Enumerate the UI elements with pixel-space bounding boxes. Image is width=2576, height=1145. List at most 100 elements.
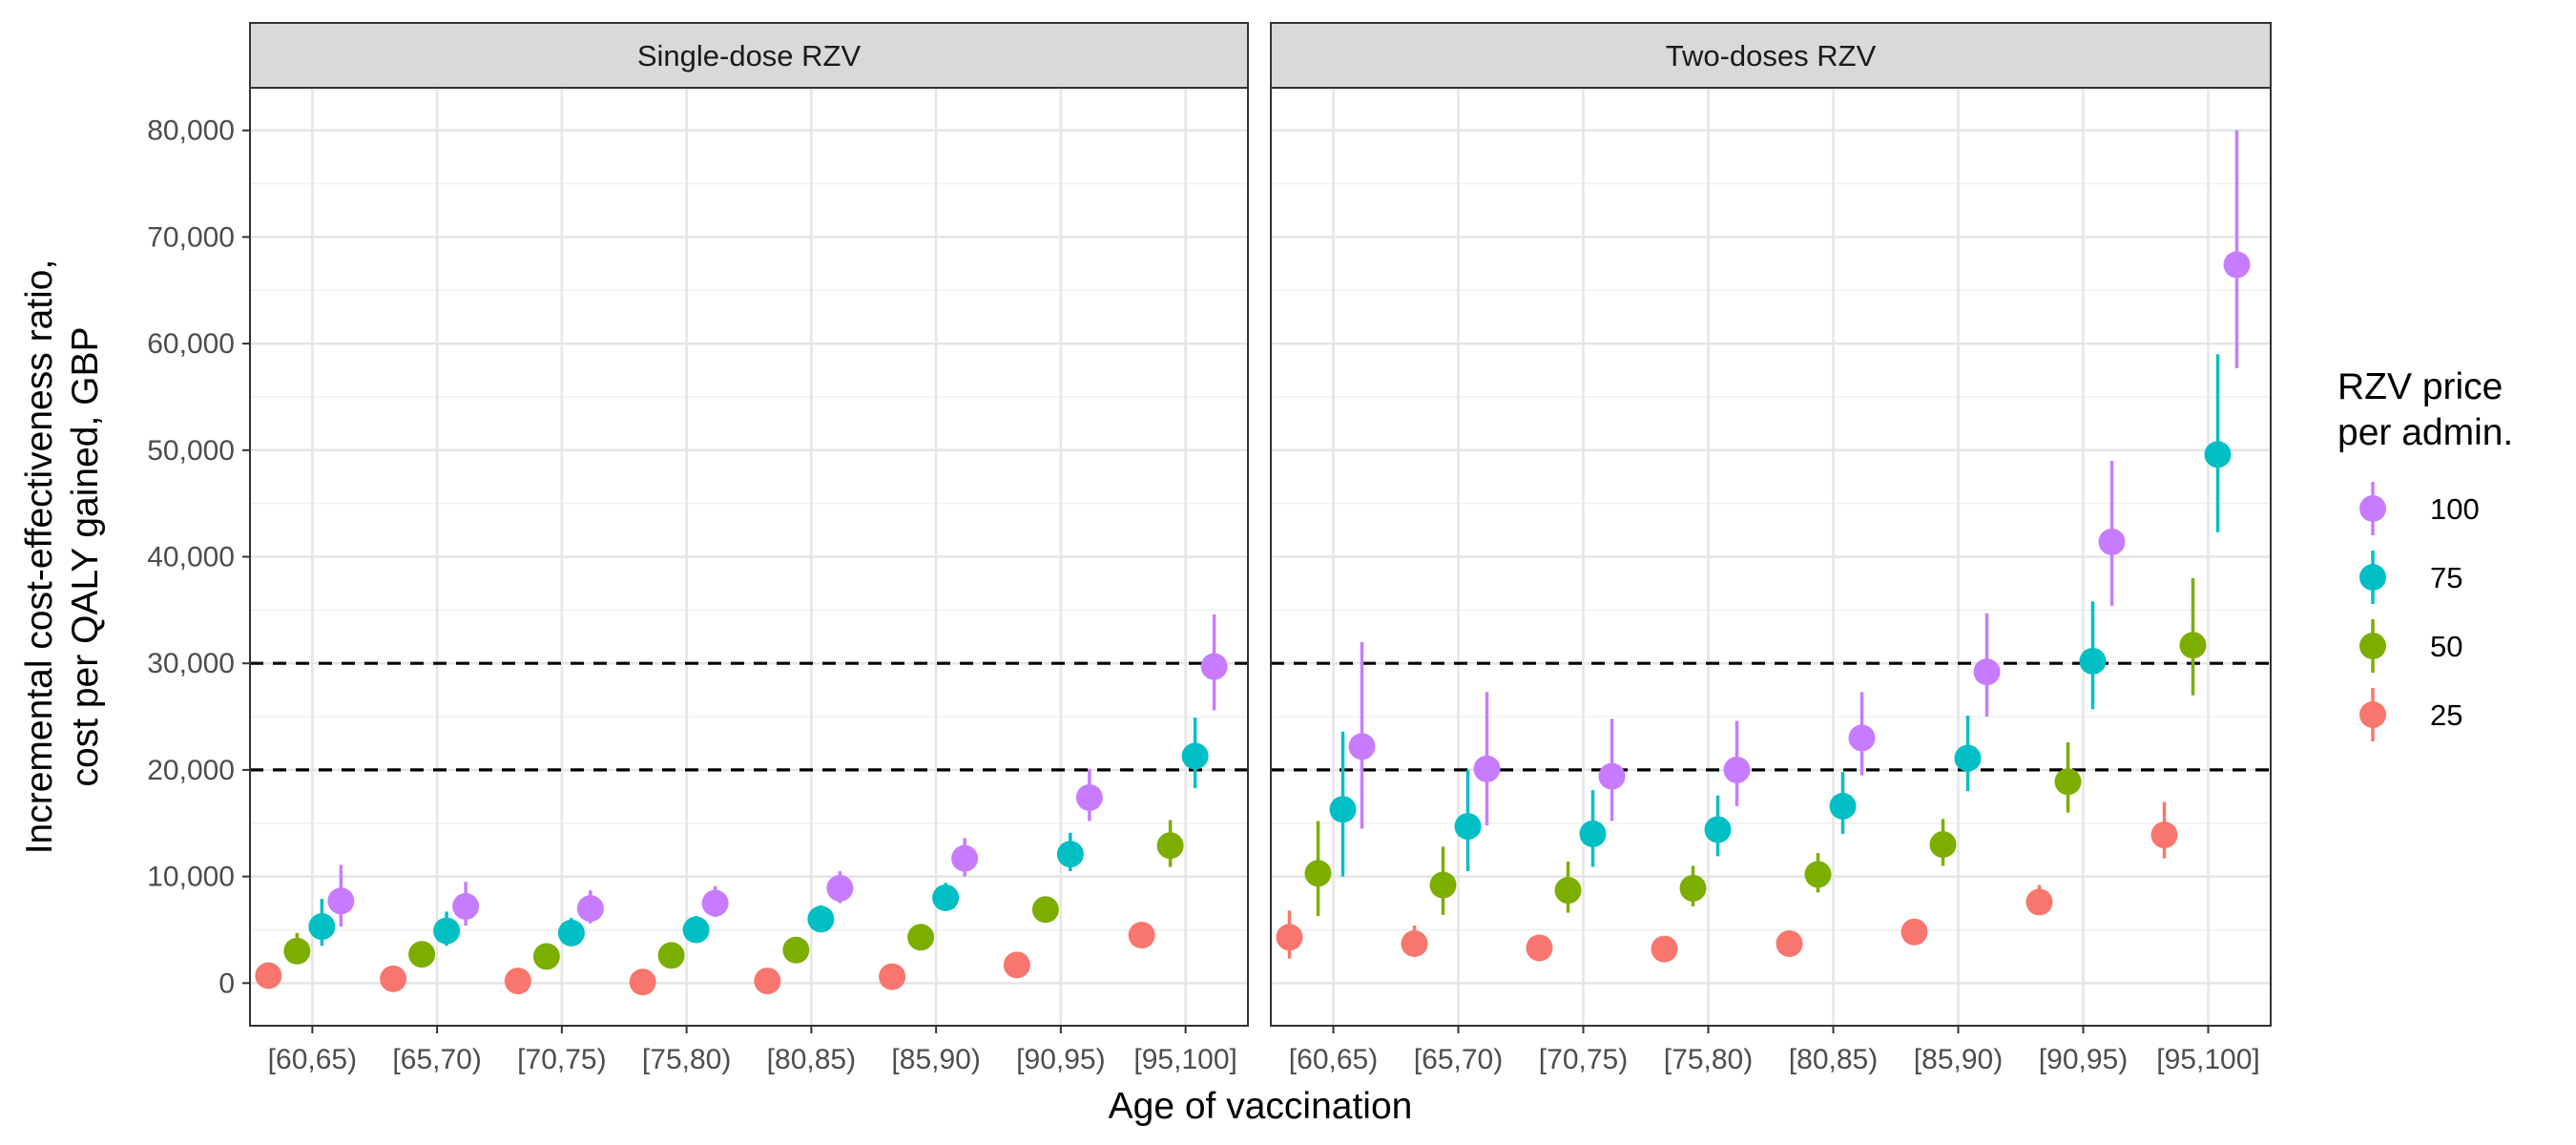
x-tick-label: [70,75)	[517, 1044, 606, 1075]
data-point	[2204, 441, 2232, 468]
legend-key-point	[2359, 701, 2386, 728]
data-point	[629, 968, 656, 996]
y-axis-title-text: Incremental cost-effectiveness ratio, cos…	[19, 260, 106, 855]
facet-label: Single-dose RZV	[637, 39, 862, 73]
data-point	[1579, 820, 1607, 847]
data-point	[1276, 924, 1303, 951]
facet-label: Two-doses RZV	[1666, 39, 1877, 73]
data-point	[1776, 929, 1803, 957]
legend-label: 50	[2430, 630, 2462, 663]
data-point	[380, 965, 407, 992]
data-point	[1679, 874, 1707, 902]
data-point	[907, 924, 935, 951]
y-axis-title-line: cost per QALY gained, GBP	[65, 327, 106, 787]
y-tick-label: 60,000	[147, 328, 235, 360]
x-tick-label: [65,70)	[392, 1044, 481, 1075]
data-point	[2179, 632, 2207, 659]
legend-title: RZV price per admin.	[2337, 366, 2513, 453]
series-50	[1304, 577, 2207, 916]
data-point	[2223, 251, 2251, 279]
data-point	[255, 962, 282, 989]
x-tick-label: [85,90)	[1914, 1044, 2003, 1075]
y-tick-label: 50,000	[147, 435, 235, 467]
data-point	[1056, 841, 1084, 868]
legend: RZV price per admin. 100 75 50 25	[2337, 366, 2513, 741]
panel-two-doses: Two-doses RZV [60,65) [65,70) [70,75) [75,80…	[1270, 22, 2272, 1075]
legend-key-point	[2359, 633, 2386, 659]
data-point	[701, 889, 729, 917]
data-point	[2079, 647, 2107, 675]
data-point	[1651, 935, 1678, 963]
data-point	[2025, 888, 2053, 916]
data-point	[1473, 755, 1501, 782]
data-point	[1598, 762, 1626, 790]
y-tick-label: 30,000	[147, 648, 235, 679]
legend-entry-75: 75	[2359, 551, 2462, 604]
x-tick-label: [65,70)	[1414, 1044, 1503, 1075]
data-point	[1003, 951, 1030, 979]
x-tick-label: [80,85)	[1789, 1044, 1878, 1075]
legend-title-line: RZV price	[2337, 366, 2503, 407]
x-tick-label: [80,85)	[767, 1044, 856, 1075]
data-point	[1454, 813, 1482, 841]
data-point	[1200, 653, 1228, 680]
data-point	[1156, 832, 1184, 860]
y-axis-title: Incremental cost-effectiveness ratio, cos…	[19, 260, 106, 855]
y-tick-label: 10,000	[147, 862, 235, 893]
data-point	[1181, 742, 1209, 770]
legend-entry-25: 25	[2359, 688, 2462, 741]
x-tick-label: [90,95)	[2039, 1044, 2128, 1075]
data-point	[408, 941, 436, 968]
x-tick-label: [70,75)	[1539, 1044, 1628, 1075]
data-point	[433, 917, 461, 945]
data-point	[1704, 816, 1732, 843]
data-point	[932, 884, 960, 911]
data-point	[576, 895, 604, 923]
data-point	[1848, 724, 1876, 752]
data-point	[1526, 934, 1553, 962]
series-100	[1348, 130, 2251, 829]
data-point	[532, 943, 560, 970]
series-25	[1276, 802, 2178, 963]
data-point	[2098, 528, 2126, 555]
y-tick-label: 0	[218, 968, 235, 999]
series-75	[1329, 354, 2232, 877]
data-point	[504, 968, 531, 995]
y-tick-label: 80,000	[147, 115, 235, 147]
series-100	[327, 614, 1228, 927]
data-point	[283, 937, 311, 965]
data-point	[1429, 871, 1457, 899]
data-point	[1401, 929, 1428, 957]
data-point	[1075, 783, 1103, 811]
legend-label: 75	[2430, 561, 2462, 594]
panel-border	[1270, 87, 2272, 1027]
series-75	[308, 718, 1209, 947]
data-point	[951, 844, 979, 872]
x-tick-label: [75,80)	[642, 1044, 731, 1075]
x-tick-label: [95,100]	[2156, 1044, 2259, 1075]
data-point	[1929, 831, 1957, 859]
data-point	[1901, 918, 1928, 946]
legend-label: 100	[2430, 492, 2480, 526]
data-point	[557, 919, 585, 947]
legend-entry-100: 100	[2359, 482, 2480, 535]
data-point	[1954, 744, 1982, 772]
data-point	[1128, 922, 1155, 949]
facet-strip	[249, 22, 1249, 89]
data-point	[2054, 768, 2082, 796]
y-axis-title-line: Incremental cost-effectiveness ratio,	[19, 260, 60, 855]
y-axis: 0 10,000 20,000 30,000 40,000 50,000 60,000 70,…	[147, 115, 250, 999]
data-point	[1304, 860, 1332, 887]
data-point	[1329, 796, 1357, 823]
data-point	[1804, 861, 1832, 888]
data-point	[1973, 658, 2001, 686]
x-tick-label: [90,95)	[1016, 1044, 1105, 1075]
data-point	[1554, 877, 1582, 905]
y-tick-label: 20,000	[147, 755, 235, 786]
data-point	[2150, 822, 2178, 849]
legend-title-line: per admin.	[2337, 412, 2513, 453]
data-point	[657, 942, 685, 969]
y-tick-label: 40,000	[147, 542, 235, 573]
data-point	[452, 892, 480, 920]
